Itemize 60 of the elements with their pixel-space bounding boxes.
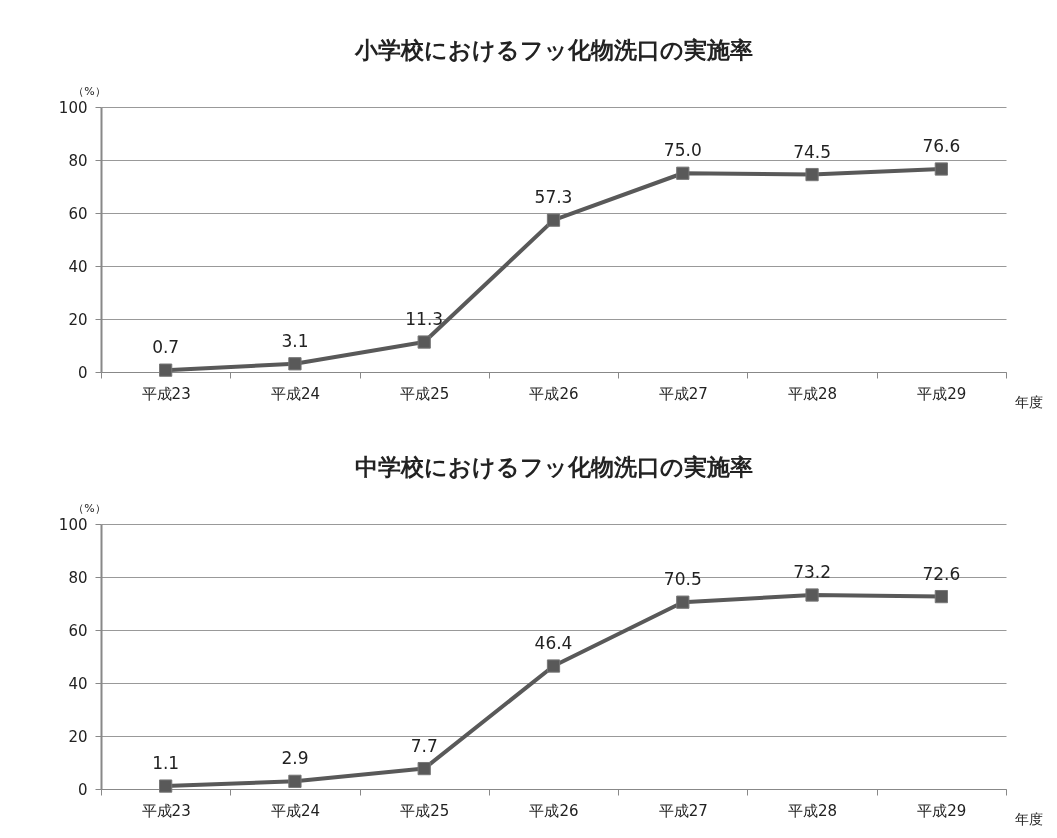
x-tick-label: 平成27 xyxy=(658,384,708,403)
y-tick-label: 40 xyxy=(68,674,88,693)
y-axis-title: （%） xyxy=(73,501,106,515)
data-label: 70.5 xyxy=(663,569,702,590)
y-tick-label: 0 xyxy=(77,780,88,799)
data-label: 76.6 xyxy=(922,136,961,157)
data-label: 74.5 xyxy=(793,141,831,162)
point xyxy=(934,589,948,604)
data-label: 73.2 xyxy=(793,562,831,583)
x-tick-label: 平成25 xyxy=(400,801,450,820)
y-tick-label: 80 xyxy=(68,568,88,587)
point xyxy=(805,588,819,602)
y-tick-label: 80 xyxy=(68,151,88,170)
data-label: 0.7 xyxy=(152,337,180,358)
point xyxy=(288,357,302,371)
point xyxy=(546,213,561,227)
x-tick-label: 平成24 xyxy=(270,801,320,820)
point xyxy=(805,167,819,182)
point xyxy=(417,335,431,349)
data-label: 11.3 xyxy=(405,309,444,330)
x-tick-label: 平成28 xyxy=(788,384,838,403)
point xyxy=(288,774,302,788)
chart-title: 小学校におけるフッ化物洗口の実施率 xyxy=(353,37,753,63)
y-tick-label: 60 xyxy=(68,204,88,223)
point xyxy=(417,761,431,776)
data-label: 1.1 xyxy=(152,753,180,774)
data-label: 2.9 xyxy=(281,748,309,769)
x-tick-label: 平成25 xyxy=(400,384,450,403)
x-axis-title: 年度 xyxy=(1014,393,1043,410)
y-tick-label: 0 xyxy=(77,363,88,382)
x-tick-label: 平成28 xyxy=(788,801,838,820)
data-label: 7.7 xyxy=(410,735,438,756)
point xyxy=(159,779,173,793)
chart-title: 中学校におけるフッ化物洗口の実施率 xyxy=(354,454,753,480)
data-label: 72.6 xyxy=(922,563,961,584)
y-tick-label: 20 xyxy=(68,727,88,746)
data-label: 57.3 xyxy=(534,187,573,208)
data-label: 3.1 xyxy=(281,330,309,351)
y-axis-title: （%） xyxy=(73,84,106,98)
x-tick-label: 平成23 xyxy=(141,384,191,403)
x-tick-label: 平成27 xyxy=(658,801,708,820)
x-tick-label: 平成29 xyxy=(917,801,967,820)
point xyxy=(676,166,690,180)
y-tick-label: 60 xyxy=(68,621,88,640)
y-tick-label: 100 xyxy=(58,515,88,534)
point xyxy=(159,363,173,377)
x-tick-label: 平成26 xyxy=(529,801,579,820)
point xyxy=(934,162,948,176)
data-label: 75.0 xyxy=(663,140,702,161)
y-tick-label: 40 xyxy=(68,257,88,276)
data-label: 46.4 xyxy=(534,633,573,654)
x-tick-label: 平成23 xyxy=(141,801,191,820)
x-axis-title: 年度 xyxy=(1014,810,1043,827)
x-tick-label: 平成26 xyxy=(529,384,579,403)
x-tick-label: 平成29 xyxy=(917,384,967,403)
x-tick-label: 平成24 xyxy=(270,384,320,403)
point xyxy=(546,659,561,673)
point xyxy=(676,595,690,609)
y-tick-label: 100 xyxy=(58,98,88,117)
y-tick-label: 20 xyxy=(68,310,88,329)
